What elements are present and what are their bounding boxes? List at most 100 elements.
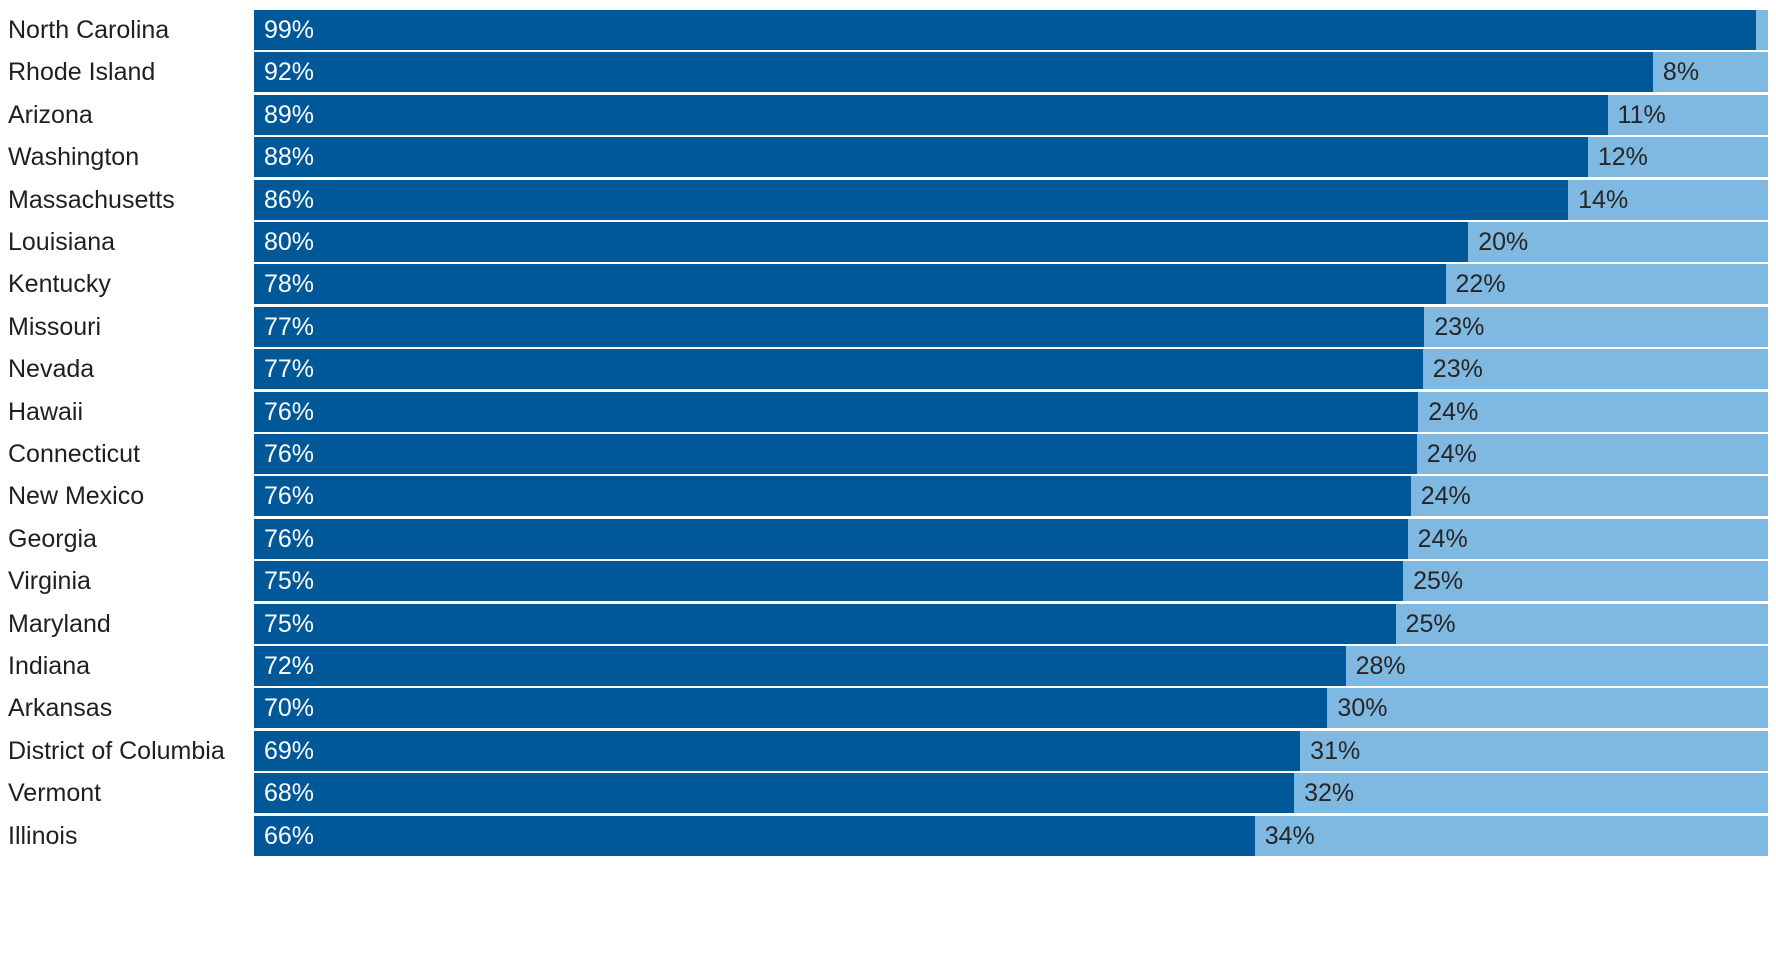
bar-row: Missouri 77% 23% [0,306,1776,347]
category-label: Vermont [8,779,102,808]
category-label: Rhode Island [8,58,156,87]
bar-secondary-segment: 68% 32% [254,773,1768,814]
bar-secondary-segment: 69% 31% [254,730,1768,771]
bar-row: Virginia 75% 25% [0,561,1776,602]
primary-value-label: 66% [264,821,315,850]
bar-row: North Carolina 99% [0,10,1776,50]
bar-row: Massachusetts 86% 14% [0,179,1776,220]
bar-row: Washington 88% 12% [0,137,1776,178]
bar-secondary-segment: 99% [254,10,1768,50]
bar-secondary-segment: 77% 23% [254,349,1768,390]
bar-row: Georgia 76% 24% [0,518,1776,559]
bar-secondary-segment: 89% 11% [254,94,1768,135]
secondary-value-label: 24% [1426,440,1477,468]
bar-primary-segment: 76% [254,518,1408,559]
category-label: Arizona [8,100,93,129]
bar-primary-segment: 92% [254,52,1653,93]
bar-secondary-segment: 76% 24% [254,391,1768,432]
secondary-value-label: 25% [1413,567,1464,596]
bar-row: Indiana 72% 28% [0,646,1776,686]
primary-value-label: 99% [264,16,315,44]
bar-secondary-segment: 88% 12% [254,137,1768,178]
category-label: Louisiana [8,228,116,256]
bar-row: Kentucky 78% 22% [0,264,1776,305]
bar-row: Arizona 89% 11% [0,94,1776,135]
bar-primary-segment: 75% [254,603,1396,644]
primary-value-label: 72% [264,652,315,680]
bar-primary-segment: 66% [254,815,1255,856]
primary-value-label: 76% [264,440,315,468]
category-label: Virginia [8,567,91,596]
category-label: New Mexico [8,482,145,511]
secondary-value-label: 32% [1304,779,1355,808]
category-label: District of Columbia [8,736,225,765]
primary-value-label: 75% [264,567,315,596]
primary-value-label: 70% [264,694,315,723]
bar-secondary-segment: 75% 25% [254,561,1768,602]
secondary-value-label: 24% [1428,397,1479,426]
bar-primary-segment: 89% [254,94,1608,135]
bar-row: Rhode Island 92% 8% [0,52,1776,93]
primary-value-label: 92% [264,58,315,87]
secondary-value-label: 23% [1434,312,1485,341]
bar-row: New Mexico 76% 24% [0,476,1776,517]
category-label: Connecticut [8,440,141,468]
bar-row: Illinois 66% 34% [0,815,1776,856]
category-label: Missouri [8,312,102,341]
bar-secondary-segment: 86% 14% [254,179,1768,220]
primary-value-label: 80% [264,228,315,256]
bar-row: Connecticut 76% 24% [0,434,1776,474]
primary-value-label: 88% [264,143,315,172]
bar-primary-segment: 70% [254,688,1328,729]
secondary-value-label: 22% [1455,270,1506,299]
category-label: Washington [8,143,140,172]
category-label: Nevada [8,355,95,384]
bar-primary-segment: 78% [254,264,1446,305]
category-label: Georgia [8,524,97,553]
primary-value-label: 69% [264,736,315,765]
bar-row: Hawaii 76% 24% [0,391,1776,432]
category-label: Maryland [8,609,111,638]
primary-value-label: 68% [264,779,315,808]
secondary-value-label: 31% [1310,736,1361,765]
bar-primary-segment: 86% [254,179,1569,220]
primary-value-label: 76% [264,482,315,511]
primary-value-label: 76% [264,397,315,426]
secondary-value-label: 20% [1478,228,1529,256]
primary-value-label: 76% [264,524,315,553]
secondary-value-label: 28% [1355,652,1406,680]
bar-primary-segment: 99% [254,10,1756,50]
bar-secondary-segment: 76% 24% [254,476,1768,517]
secondary-value-label: 24% [1420,482,1471,511]
bar-primary-segment: 68% [254,773,1295,814]
primary-value-label: 75% [264,609,315,638]
primary-value-label: 77% [264,312,315,341]
bar-secondary-segment: 76% 24% [254,434,1768,474]
bar-primary-segment: 76% [254,476,1411,517]
secondary-value-label: 25% [1405,609,1456,638]
bar-secondary-segment: 75% 25% [254,603,1768,644]
bar-primary-segment: 77% [254,306,1425,347]
bar-row: Louisiana 80% 20% [0,222,1776,262]
secondary-value-label: 23% [1432,355,1483,384]
bar-secondary-segment: 66% 34% [254,815,1768,856]
secondary-value-label: 24% [1417,524,1468,553]
bar-row: Maryland 75% 25% [0,603,1776,644]
bar-primary-segment: 76% [254,434,1417,474]
bar-row: Arkansas 70% 30% [0,688,1776,729]
secondary-value-label: 34% [1264,821,1315,850]
bar-secondary-segment: 77% 23% [254,306,1768,347]
bar-secondary-segment: 72% 28% [254,646,1768,686]
bar-secondary-segment: 76% 24% [254,518,1768,559]
bar-primary-segment: 88% [254,137,1588,178]
bar-row: District of Columbia 69% 31% [0,730,1776,771]
category-label: Hawaii [8,397,84,426]
bar-primary-segment: 80% [254,222,1469,262]
bar-primary-segment: 76% [254,391,1419,432]
bar-primary-segment: 69% [254,730,1301,771]
bar-row: Nevada 77% 23% [0,349,1776,390]
bar-row: Vermont 68% 32% [0,773,1776,814]
primary-value-label: 77% [264,355,315,384]
category-label: Arkansas [8,694,113,723]
